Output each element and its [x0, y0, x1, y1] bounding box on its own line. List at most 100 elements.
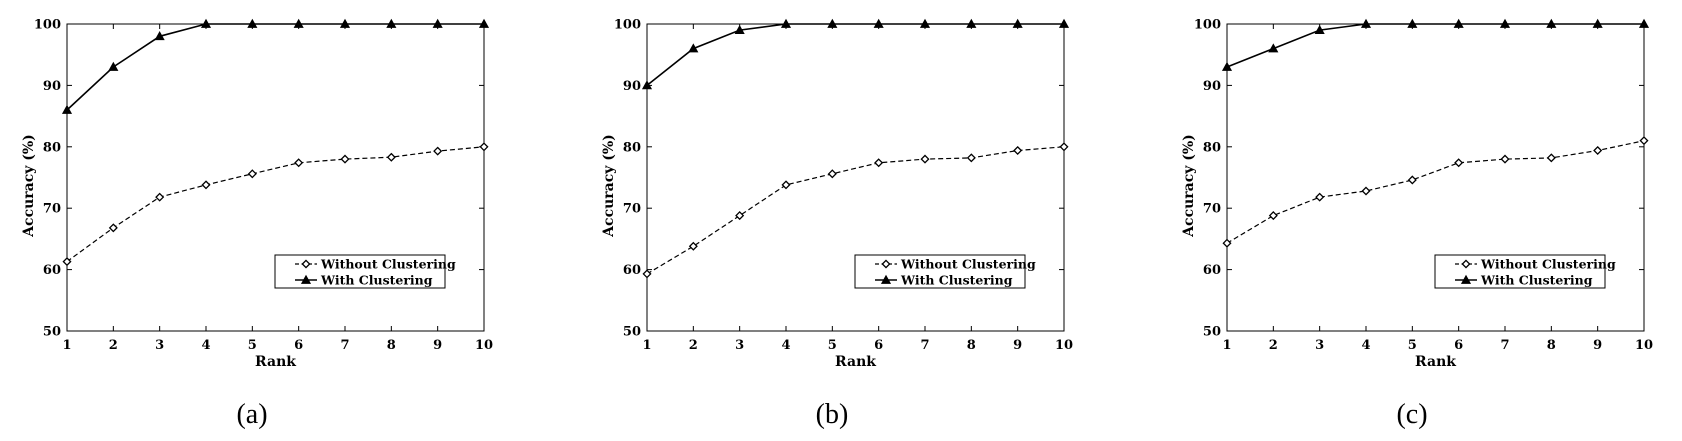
data-point-series2-rank6: [873, 18, 884, 28]
x-tick-label: 2: [1269, 338, 1278, 353]
y-tick-label: 100: [614, 18, 641, 33]
data-point-series2-rank10: [478, 18, 490, 28]
data-point-series1-rank5: [1407, 175, 1417, 185]
legend-entry-1: Without Clustering: [1480, 257, 1616, 272]
data-point-series2-rank2: [1268, 43, 1279, 53]
x-tick-label: 7: [1500, 338, 1509, 353]
x-tick-label: 5: [248, 338, 257, 353]
x-tick-label: 2: [109, 338, 118, 353]
data-point-series1-rank8: [1546, 153, 1556, 163]
panel-caption: (a): [236, 399, 267, 430]
series-line-1: [646, 146, 1065, 275]
y-tick-label: 50: [43, 325, 61, 340]
x-tick-label: 4: [1361, 338, 1370, 353]
x-tick-label: 2: [689, 338, 698, 353]
y-tick-label: 90: [43, 79, 61, 94]
x-tick-label: 1: [1222, 338, 1231, 353]
data-point-series1-rank3: [155, 192, 165, 202]
data-point-series2-rank10: [1638, 18, 1650, 28]
y-tick-label: 50: [623, 325, 641, 340]
y-tick-label: 100: [34, 18, 61, 33]
data-point-series2-rank4: [1360, 18, 1372, 28]
y-tick-label: 60: [623, 263, 641, 278]
data-point-series2-rank8: [966, 18, 977, 28]
x-tick-label: 9: [433, 338, 442, 353]
y-tick-label: 70: [623, 202, 641, 217]
data-point-series2-rank10: [1058, 18, 1070, 28]
y-tick-label: 70: [43, 202, 61, 217]
chart-panel-2: 1 2 3 4 5 6 7 8 9 10 50 60 70 80 90 100 Rank Accuracy (%)…: [601, 18, 1073, 431]
data-point-series1-rank8: [386, 152, 396, 162]
x-tick-label: 6: [874, 338, 883, 353]
data-point-series1-rank6: [874, 158, 884, 168]
series-line-2: [66, 23, 484, 111]
x-axis-label: Rank: [1415, 354, 1456, 370]
data-point-series2-rank7: [1499, 18, 1511, 28]
legend-swatch-marker-1: [1461, 259, 1471, 269]
x-tick-label: 5: [1408, 338, 1417, 353]
data-point-series1-rank4: [201, 180, 211, 190]
data-point-series1-rank9: [433, 146, 443, 156]
data-point-series1-rank2: [1268, 211, 1278, 221]
x-tick-label: 8: [387, 338, 396, 353]
legend-swatch-marker-1: [301, 259, 311, 269]
x-tick-label: 4: [201, 338, 210, 353]
x-tick-label: 8: [967, 338, 976, 353]
y-tick-label: 60: [1203, 263, 1221, 278]
data-point-series2-rank1: [1221, 61, 1233, 71]
data-point-series1-rank1: [62, 257, 72, 267]
x-tick-label: 6: [294, 338, 303, 353]
y-axis-label: Accuracy (%): [601, 134, 617, 238]
data-point-series1-rank9: [1593, 145, 1603, 156]
data-point-series2-rank3: [154, 31, 165, 41]
data-point-series2-rank6: [1453, 18, 1464, 28]
data-point-series1-rank6: [294, 158, 304, 168]
x-tick-label: 5: [828, 338, 837, 353]
x-tick-label: 1: [642, 338, 651, 353]
data-point-series1-rank3: [735, 211, 745, 221]
data-point-series1-rank8: [966, 153, 976, 163]
y-tick-label: 100: [1194, 18, 1221, 33]
y-axis-label: Accuracy (%): [1181, 134, 1197, 238]
data-point-series2-rank8: [1546, 18, 1557, 28]
legend-swatch-marker-1: [881, 259, 891, 269]
data-point-series2-rank7: [919, 18, 931, 28]
data-point-series1-rank7: [1500, 154, 1510, 164]
data-point-series2-rank1: [61, 104, 73, 114]
legend-entry-1: Without Clustering: [900, 257, 1036, 272]
legend-swatch-marker-2: [300, 274, 312, 284]
data-point-series1-rank2: [688, 241, 698, 251]
legend-entry-2: With Clustering: [1480, 273, 1593, 288]
data-point-series2-rank8: [386, 18, 397, 28]
series-line-2: [1226, 23, 1644, 68]
legend-entry-2: With Clustering: [320, 273, 433, 288]
y-tick-label: 80: [1203, 140, 1221, 155]
x-tick-label: 1: [62, 338, 71, 353]
data-point-series2-rank2: [688, 43, 699, 53]
y-tick-label: 80: [43, 140, 61, 155]
data-point-series1-rank7: [340, 154, 350, 164]
legend-swatch-marker-2: [1460, 274, 1472, 284]
x-tick-label: 10: [1635, 338, 1653, 353]
data-point-series2-rank9: [432, 18, 443, 28]
data-point-series1-rank4: [1361, 186, 1371, 196]
data-point-series1-rank10: [479, 142, 489, 152]
y-tick-label: 90: [623, 79, 641, 94]
data-point-series2-rank2: [108, 61, 119, 71]
x-tick-label: 3: [1315, 338, 1324, 353]
data-point-series1-rank3: [1315, 192, 1325, 202]
y-axis-label: Accuracy (%): [21, 134, 37, 238]
data-point-series1-rank5: [247, 169, 257, 179]
data-point-series2-rank5: [827, 18, 838, 28]
data-point-series2-rank3: [1314, 24, 1325, 34]
x-tick-label: 6: [1454, 338, 1463, 353]
data-point-series1-rank9: [1013, 145, 1023, 156]
data-point-series2-rank9: [1012, 18, 1023, 28]
x-tick-label: 10: [475, 338, 493, 353]
chart-panel-3: 1 2 3 4 5 6 7 8 9 10 50 60 70 80 90 100 Rank Accuracy (%)…: [1181, 18, 1653, 431]
y-tick-label: 90: [1203, 79, 1221, 94]
